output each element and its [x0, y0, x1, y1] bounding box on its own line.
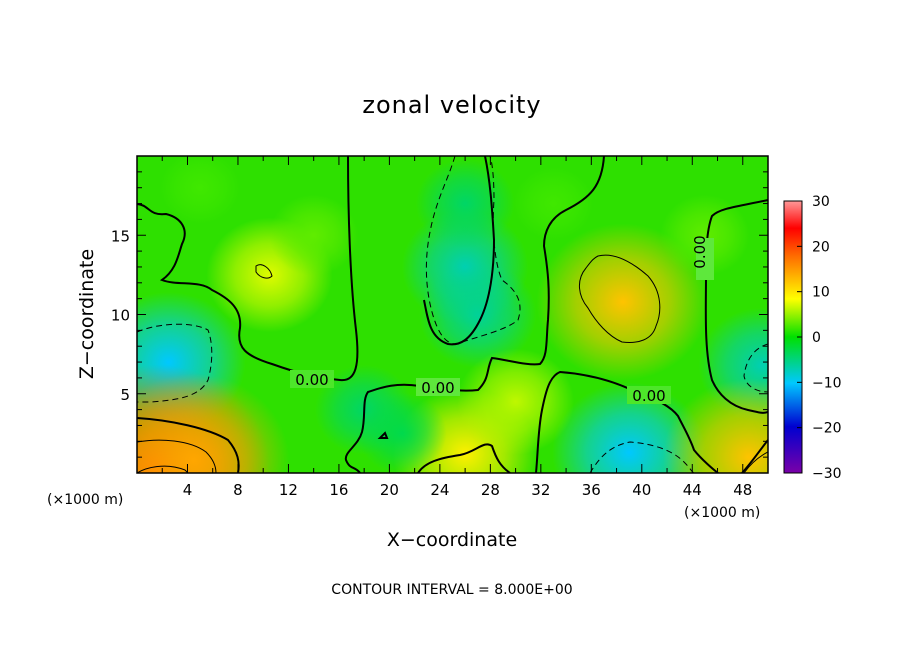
y-tick-label: 10: [111, 307, 130, 325]
positive-contour-line: [579, 254, 661, 343]
colorbar-tick-label: 0: [812, 330, 821, 346]
heatmap-cell: [536, 223, 710, 381]
heatmap-cell: [660, 194, 750, 276]
colorbar-tick-label: −10: [812, 375, 842, 391]
x-axis-unit: (×1000 m): [684, 505, 760, 521]
positive-contour-line: [137, 439, 217, 473]
chart-title: zonal velocity: [362, 91, 541, 119]
zero-contour-line: [137, 156, 359, 382]
positive-contour-line: [255, 264, 273, 279]
heatmap-cell: [419, 261, 537, 368]
x-tick-label: 12: [279, 481, 298, 499]
x-tick-label: 20: [380, 481, 399, 499]
zero-contour-line: [741, 439, 768, 473]
x-tick-label: 40: [632, 481, 651, 499]
contour-label: 0.00: [421, 379, 454, 397]
x-tick-label: 16: [329, 481, 348, 499]
x-tick-label: 4: [183, 481, 193, 499]
heatmap-cell: [137, 373, 290, 473]
positive-contour-line: [137, 465, 189, 473]
y-axis-unit: (×1000 m): [47, 492, 123, 508]
y-tick-label: 5: [120, 386, 130, 404]
x-tick-label: 28: [481, 481, 500, 499]
heatmap-cell: [457, 348, 575, 455]
contour-labels: 0.00 0.00 0.00 0.00: [290, 235, 714, 405]
zero-contour-line: [423, 156, 496, 346]
y-axis: 5 10 15: [111, 171, 768, 458]
heatmap-cell: [513, 167, 594, 240]
colorbar-tick-label: 20: [812, 239, 830, 255]
x-tick-label: 48: [733, 481, 752, 499]
colorbar-tick-label: 30: [812, 194, 830, 210]
heatmap-cell: [269, 194, 359, 276]
negative-contour-line: [589, 441, 695, 473]
zero-contour-line: [704, 199, 768, 414]
colorbar-ticks: 30 20 10 0 −10 −20 −30: [797, 194, 842, 482]
contour-label: 0.00: [632, 387, 665, 405]
negative-contour-line: [425, 156, 521, 345]
x-tick-label: 44: [683, 481, 702, 499]
contour-label: 0.00: [691, 235, 709, 268]
x-axis-label: X−coordinate: [387, 529, 517, 551]
y-tick-label: 15: [111, 227, 130, 245]
heatmap-cell: [662, 378, 768, 473]
x-tick-label: 24: [430, 481, 449, 499]
x-tick-label: 8: [233, 481, 243, 499]
zero-contour-line: [377, 431, 389, 439]
x-tick-label: 32: [531, 481, 550, 499]
heatmap-cell: [415, 158, 515, 249]
heatmap-cell: [160, 156, 241, 225]
negative-contour-line: [743, 343, 768, 393]
heatmap-cell: [357, 392, 447, 473]
zero-contour-line: [417, 443, 511, 473]
contour-interval-note: CONTOUR INTERVAL = 8.000E+00: [331, 582, 572, 598]
positive-contour-line: [743, 451, 768, 473]
x-axis: 4 8 12 16 20 24 28 32 36 40 44 48: [161, 156, 752, 499]
heatmap-field: [137, 156, 768, 473]
colorbar-tick-label: −30: [812, 466, 842, 482]
y-axis-label: Z−coordinate: [76, 249, 98, 379]
contour-label: 0.00: [295, 371, 328, 389]
colorbar-tick-label: −20: [812, 421, 842, 437]
negative-contour-line: [137, 323, 213, 403]
x-tick-label: 36: [582, 481, 601, 499]
zero-contour-line: [344, 156, 605, 473]
colorbar-tick-label: 10: [812, 285, 830, 301]
zero-contour-line: [137, 417, 240, 473]
